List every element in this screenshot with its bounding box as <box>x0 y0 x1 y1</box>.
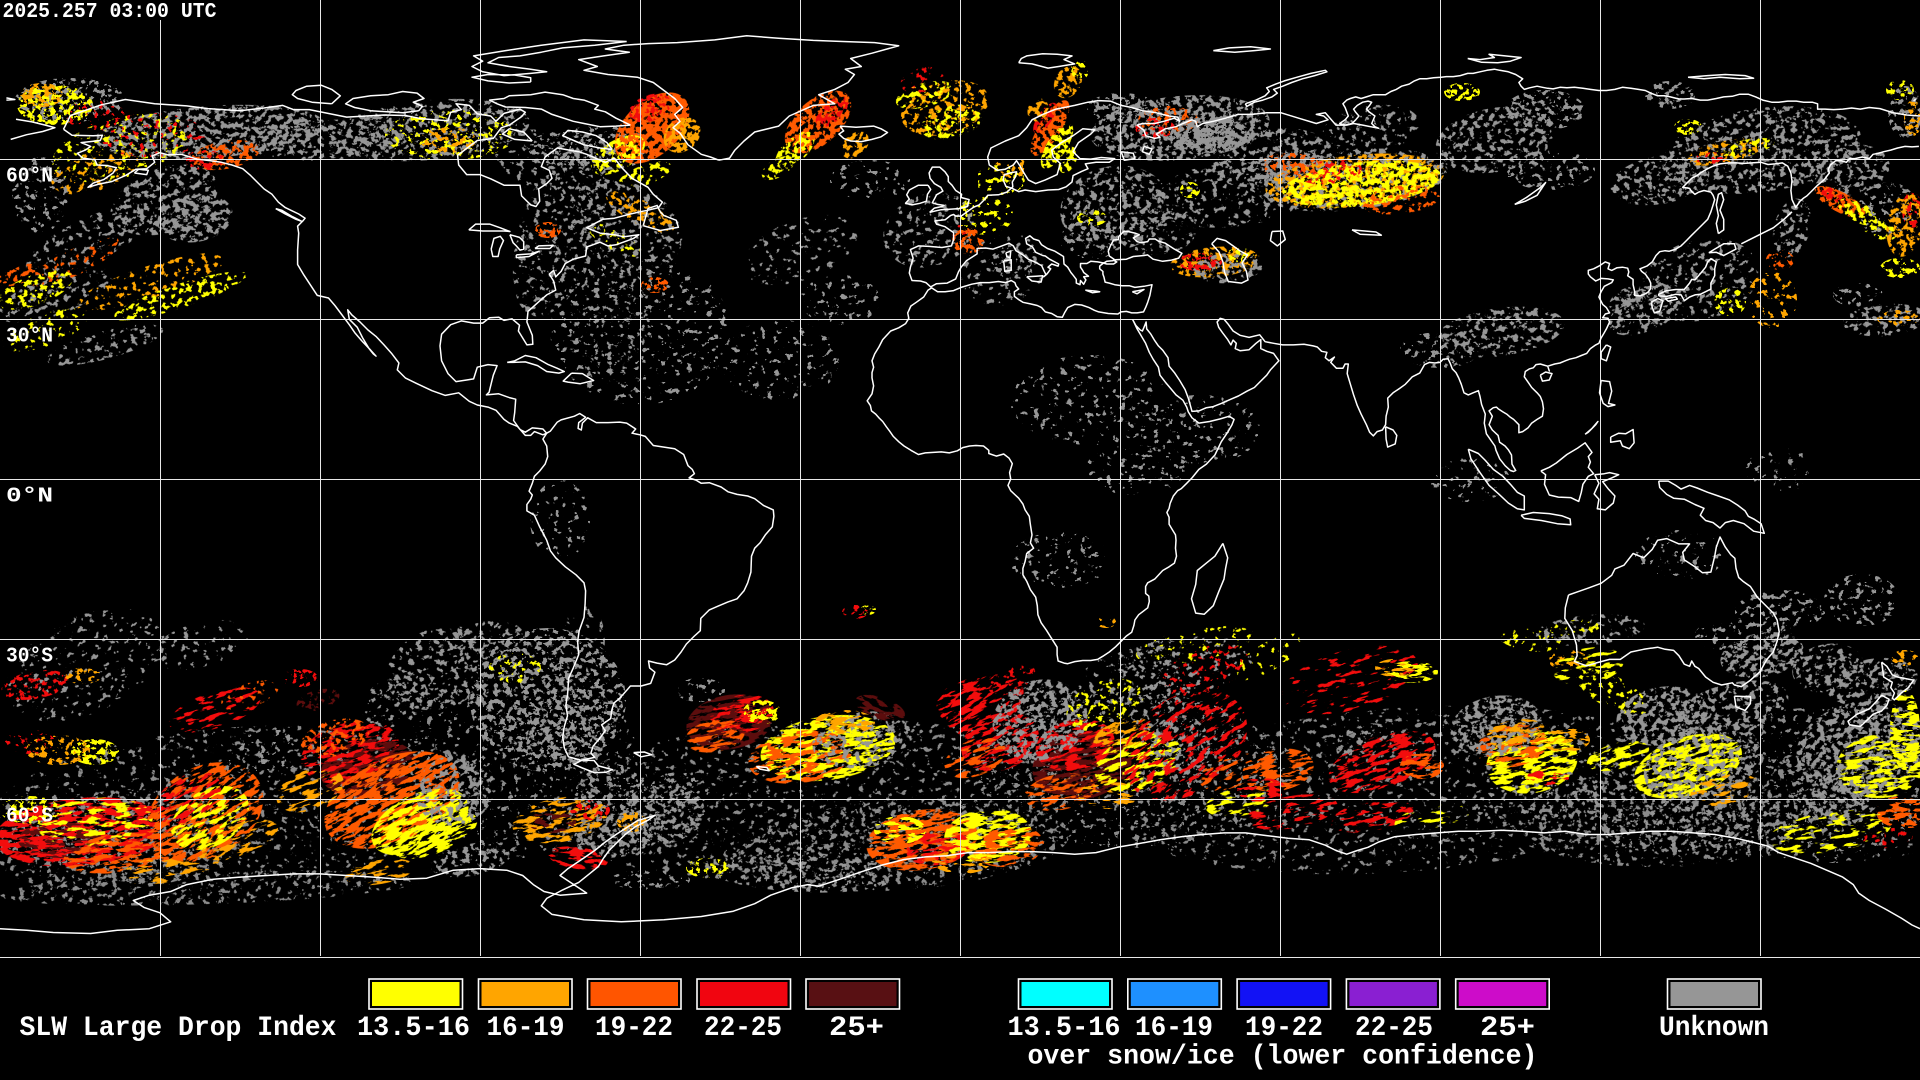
svg-text:60°N: 60°N <box>6 166 53 189</box>
svg-text:0°N: 0°N <box>6 486 53 509</box>
svg-text:22-25: 22-25 <box>1355 1013 1433 1044</box>
svg-text:13.5-16: 13.5-16 <box>1008 1013 1121 1044</box>
svg-text:25+: 25+ <box>829 1013 884 1044</box>
svg-text:2025.257 03:00 UTC: 2025.257 03:00 UTC <box>3 1 217 24</box>
svg-text:16-19: 16-19 <box>1135 1013 1213 1044</box>
svg-text:Unknown: Unknown <box>1659 1013 1769 1044</box>
svg-text:SLW Large Drop Index: SLW Large Drop Index <box>20 1013 337 1044</box>
svg-text:30°S: 30°S <box>6 646 53 669</box>
svg-text:19-22: 19-22 <box>1245 1013 1323 1044</box>
svg-text:19-22: 19-22 <box>595 1013 673 1044</box>
svg-text:16-19: 16-19 <box>487 1013 565 1044</box>
svg-text:25+: 25+ <box>1480 1013 1535 1044</box>
svg-text:22-25: 22-25 <box>704 1013 782 1044</box>
svg-text:30°N: 30°N <box>6 326 53 349</box>
svg-text:over snow/ice (lower confidenc: over snow/ice (lower confidence) <box>1028 1042 1538 1073</box>
svg-text:13.5-16: 13.5-16 <box>357 1013 470 1044</box>
svg-text:60°S: 60°S <box>6 806 53 829</box>
